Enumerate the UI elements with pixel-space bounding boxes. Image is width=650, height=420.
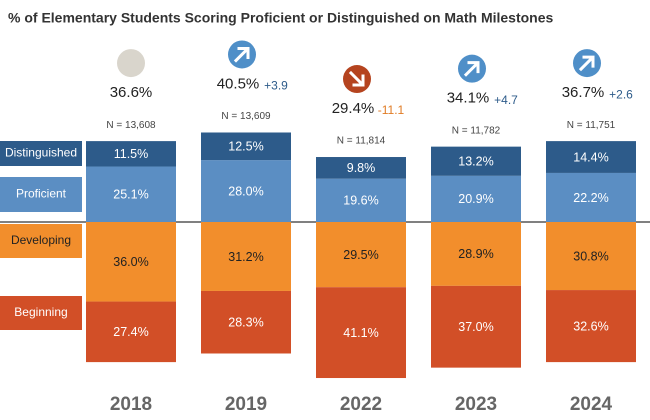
bar-segment: [316, 157, 406, 179]
segment-label: 32.6%: [573, 319, 608, 333]
bar-segment: [546, 290, 636, 363]
segment-label: 19.6%: [343, 194, 378, 208]
x-tick-label: 2018: [110, 394, 152, 415]
x-tick-label: 2019: [225, 394, 267, 415]
bar-segment: [201, 160, 291, 222]
bar-segment: [86, 222, 176, 302]
total-label: 36.7%: [562, 84, 605, 101]
x-tick-label: 2024: [570, 394, 613, 415]
n-label: N = 13,609: [221, 111, 271, 122]
legend-label: Distinguished: [5, 146, 77, 160]
total-label: 34.1%: [447, 90, 490, 107]
n-label: N = 13,608: [106, 120, 156, 131]
segment-label: 27.4%: [113, 325, 148, 339]
change-arrow: [463, 61, 480, 77]
bar-segment: [86, 301, 176, 363]
bar-segment: [431, 285, 521, 368]
segment-label: 29.5%: [343, 248, 378, 262]
legend-swatch: [0, 141, 82, 166]
change-arrow: [578, 55, 595, 72]
segment-label: 36.0%: [113, 255, 148, 269]
segment-label: 30.8%: [573, 249, 608, 263]
bar-segment: [546, 141, 636, 173]
segment-label: 28.9%: [458, 247, 493, 261]
change-label: +4.7: [494, 93, 518, 107]
bar-segment: [86, 141, 176, 167]
n-label: N = 11,814: [337, 136, 386, 147]
segment-label: 12.5%: [228, 140, 263, 154]
segment-label: 11.5%: [114, 147, 149, 161]
segment-label: 14.4%: [573, 150, 608, 164]
change-label: +2.6: [609, 87, 633, 101]
bar-segment: [431, 146, 521, 176]
change-arrow: [348, 70, 365, 87]
bar-segment: [431, 175, 521, 222]
change-label: +3.9: [264, 79, 288, 93]
x-tick-label: 2022: [340, 394, 382, 415]
bar-segment: [316, 287, 406, 379]
change-label: -11.1: [378, 103, 405, 117]
bar-segment: [201, 290, 291, 354]
bar-segment: [546, 172, 636, 222]
legend-swatch: [0, 177, 82, 212]
segment-label: 31.2%: [228, 250, 263, 264]
total-label: 29.4%: [332, 100, 375, 117]
segment-label: 25.1%: [113, 188, 148, 202]
n-label: N = 11,782: [452, 125, 501, 136]
bar-segment: [431, 222, 521, 286]
bar-segment: [201, 132, 291, 161]
segment-label: 22.2%: [573, 191, 608, 205]
change-arrow: [233, 46, 250, 63]
bar-segment: [86, 166, 176, 222]
chart-title: % of Elementary Students Scoring Profici…: [8, 10, 554, 26]
total-label: 36.6%: [110, 84, 153, 101]
bar-segment: [201, 222, 291, 291]
segment-label: 37.0%: [458, 320, 493, 334]
legend-label: Developing: [11, 233, 71, 247]
legend-swatch: [0, 224, 82, 258]
bar-segment: [546, 222, 636, 291]
x-tick-label: 2023: [455, 394, 497, 415]
segment-label: 13.2%: [458, 155, 493, 169]
bar-segment: [316, 222, 406, 288]
no-change-icon: [117, 49, 145, 78]
segment-label: 20.9%: [458, 192, 493, 206]
legend-swatch: [0, 296, 82, 330]
total-label: 40.5%: [217, 75, 260, 92]
bar-segment: [316, 178, 406, 222]
segment-label: 9.8%: [347, 161, 376, 175]
segment-label: 28.0%: [228, 184, 263, 198]
n-label: N = 11,751: [567, 120, 616, 131]
legend-label: Proficient: [16, 187, 67, 201]
segment-label: 41.1%: [343, 326, 378, 340]
segment-label: 28.3%: [228, 316, 263, 330]
legend-label: Beginning: [14, 305, 67, 319]
